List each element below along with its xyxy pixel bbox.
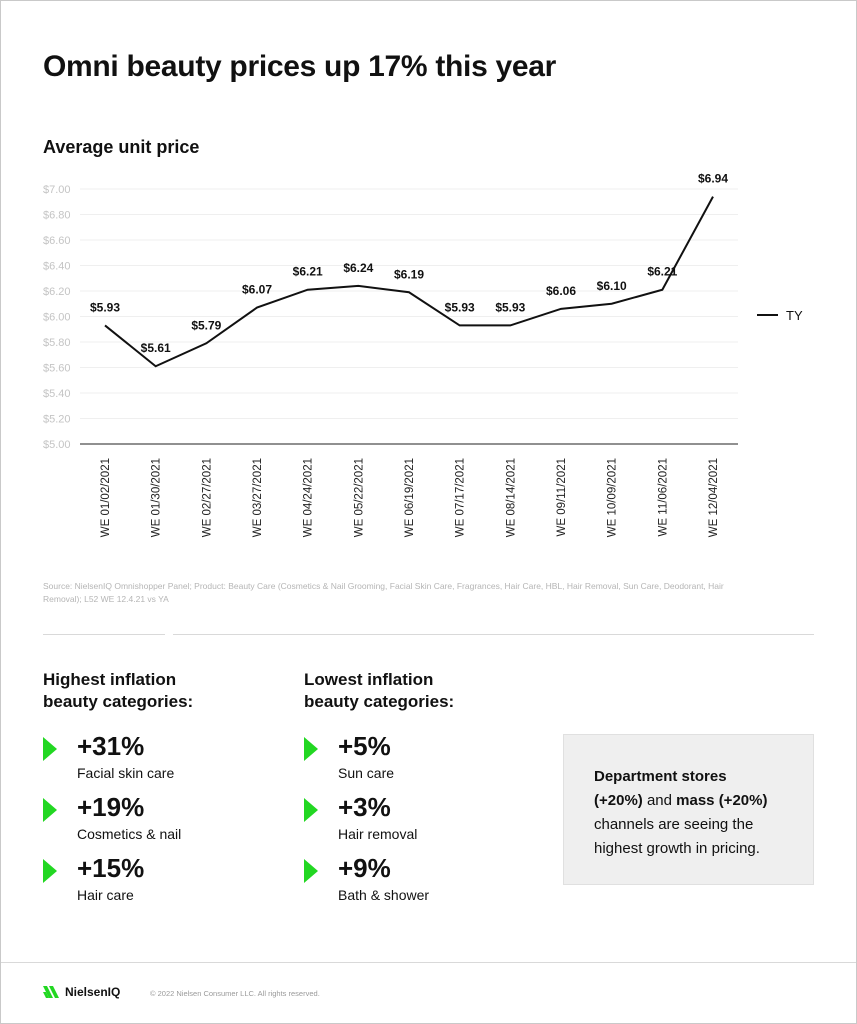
y-tick-label: $5.60	[43, 363, 71, 375]
y-tick-label: $5.40	[43, 388, 71, 400]
y-axis-ticks: $5.00 $5.20 $5.40 $5.60 $5.80 $6.00 $6.20 $6.40…	[43, 184, 71, 451]
stat-label: Hair care	[77, 887, 134, 903]
highest-heading-line2: beauty categories:	[43, 692, 194, 711]
data-label: $5.93	[90, 300, 120, 314]
y-tick-label: $6.60	[43, 235, 71, 247]
page-title: Omni beauty prices up 17% this year	[43, 50, 557, 83]
x-tick-label: WE 07/17/2021	[455, 458, 467, 537]
stat-percent: +9%	[338, 853, 391, 883]
divider-left	[43, 634, 165, 635]
line-chart: $5.00 $5.20 $5.40 $5.60 $5.80 $6.00 $6.20 $6.40…	[43, 172, 803, 538]
stat-label: Bath & shower	[338, 887, 430, 903]
data-labels: $5.93 $5.61 $5.79 $6.07 $6.21 $6.24 $6.19 $5.93…	[90, 172, 728, 367]
copyright-text: © 2022 Nielsen Consumer LLC. All rights …	[150, 989, 320, 998]
data-label: $6.07	[242, 283, 272, 297]
green-arrow-icon	[304, 859, 318, 883]
y-tick-label: $7.00	[43, 184, 71, 196]
y-tick-label: $6.80	[43, 210, 71, 222]
data-label: $6.24	[343, 261, 373, 275]
green-arrow-icon	[43, 798, 57, 822]
stat-percent: +5%	[338, 731, 391, 761]
footer-divider	[1, 962, 856, 963]
stat-label: Hair removal	[338, 826, 418, 842]
green-arrow-icon	[304, 737, 318, 761]
stat-percent: +31%	[77, 731, 145, 761]
gridlines	[80, 188, 738, 419]
green-arrow-icon	[304, 798, 318, 822]
callout-strong-3: mass (+20%)	[676, 792, 768, 809]
stat-label: Facial skin care	[77, 765, 175, 781]
legend-label: TY	[786, 308, 803, 323]
data-label: $6.10	[597, 279, 627, 293]
source-note: Source: NielsenIQ Omnishopper Panel; Pro…	[43, 581, 724, 604]
data-label: $6.19	[394, 267, 424, 281]
data-label: $5.79	[191, 318, 221, 332]
y-tick-label: $5.00	[43, 439, 71, 451]
y-tick-label: $6.20	[43, 286, 71, 298]
data-label: $6.21	[293, 265, 323, 279]
x-tick-label: WE 05/22/2021	[353, 458, 365, 537]
stat-percent: +3%	[338, 792, 391, 822]
highest-heading: Highest inflation beauty categories:	[43, 669, 193, 713]
green-arrow-icon	[43, 737, 57, 761]
lowest-heading-line2: beauty categories:	[304, 692, 455, 711]
divider-right	[173, 634, 814, 635]
lowest-heading-line1: Lowest inflation	[304, 670, 434, 689]
x-tick-label: WE 10/09/2021	[607, 458, 619, 537]
brand-logo: NielsenIQ	[43, 982, 120, 1002]
x-tick-label: WE 04/24/2021	[303, 458, 315, 537]
callout-strong-2: (+20%)	[594, 792, 643, 809]
stat-label: Sun care	[338, 765, 395, 781]
x-tick-label: WE 09/11/2021	[556, 458, 568, 536]
x-tick-label: WE 01/02/2021	[100, 458, 112, 537]
x-tick-label: WE 03/27/2021	[252, 458, 264, 537]
callout-strong-1: Department stores	[594, 768, 727, 785]
y-tick-label: $6.40	[43, 261, 71, 273]
callout-text-2: channels are seeing the highest growth i…	[594, 816, 760, 857]
callout-box: Department stores (+20%) and mass (+20%) …	[563, 734, 814, 885]
brand-name: NielsenIQ	[65, 985, 121, 999]
data-label: $6.94	[698, 172, 728, 186]
data-label: $6.06	[546, 284, 576, 298]
callout-text-1: and	[642, 792, 677, 809]
stat-percent: +15%	[77, 853, 145, 883]
data-label: $5.93	[445, 300, 475, 314]
data-label: $5.93	[495, 300, 525, 314]
y-tick-label: $5.80	[43, 337, 71, 349]
y-tick-label: $6.00	[43, 312, 71, 324]
lowest-heading: Lowest inflation beauty categories:	[304, 669, 454, 713]
stat-label: Cosmetics & nail	[77, 826, 182, 842]
highest-heading-line1: Highest inflation	[43, 670, 177, 689]
x-tick-label: WE 02/27/2021	[201, 458, 213, 537]
x-tick-label: WE 11/06/2021	[657, 458, 669, 536]
x-axis-ticks: WE 01/02/2021 WE 01/30/2021 WE 02/27/2021 W…	[100, 458, 720, 537]
green-arrow-icon	[43, 859, 57, 883]
data-label: $5.61	[141, 341, 171, 355]
x-tick-label: WE 12/04/2021	[708, 458, 720, 537]
y-tick-label: $5.20	[43, 414, 71, 426]
chart-subtitle: Average unit price	[43, 137, 200, 157]
x-tick-label: WE 08/14/2021	[505, 458, 517, 537]
x-tick-label: WE 01/30/2021	[151, 458, 163, 537]
nielseniq-logo-icon	[43, 986, 59, 998]
stat-percent: +19%	[77, 792, 145, 822]
x-tick-label: WE 06/19/2021	[404, 458, 416, 537]
data-label: $6.21	[647, 265, 677, 279]
legend: TY	[757, 308, 803, 323]
